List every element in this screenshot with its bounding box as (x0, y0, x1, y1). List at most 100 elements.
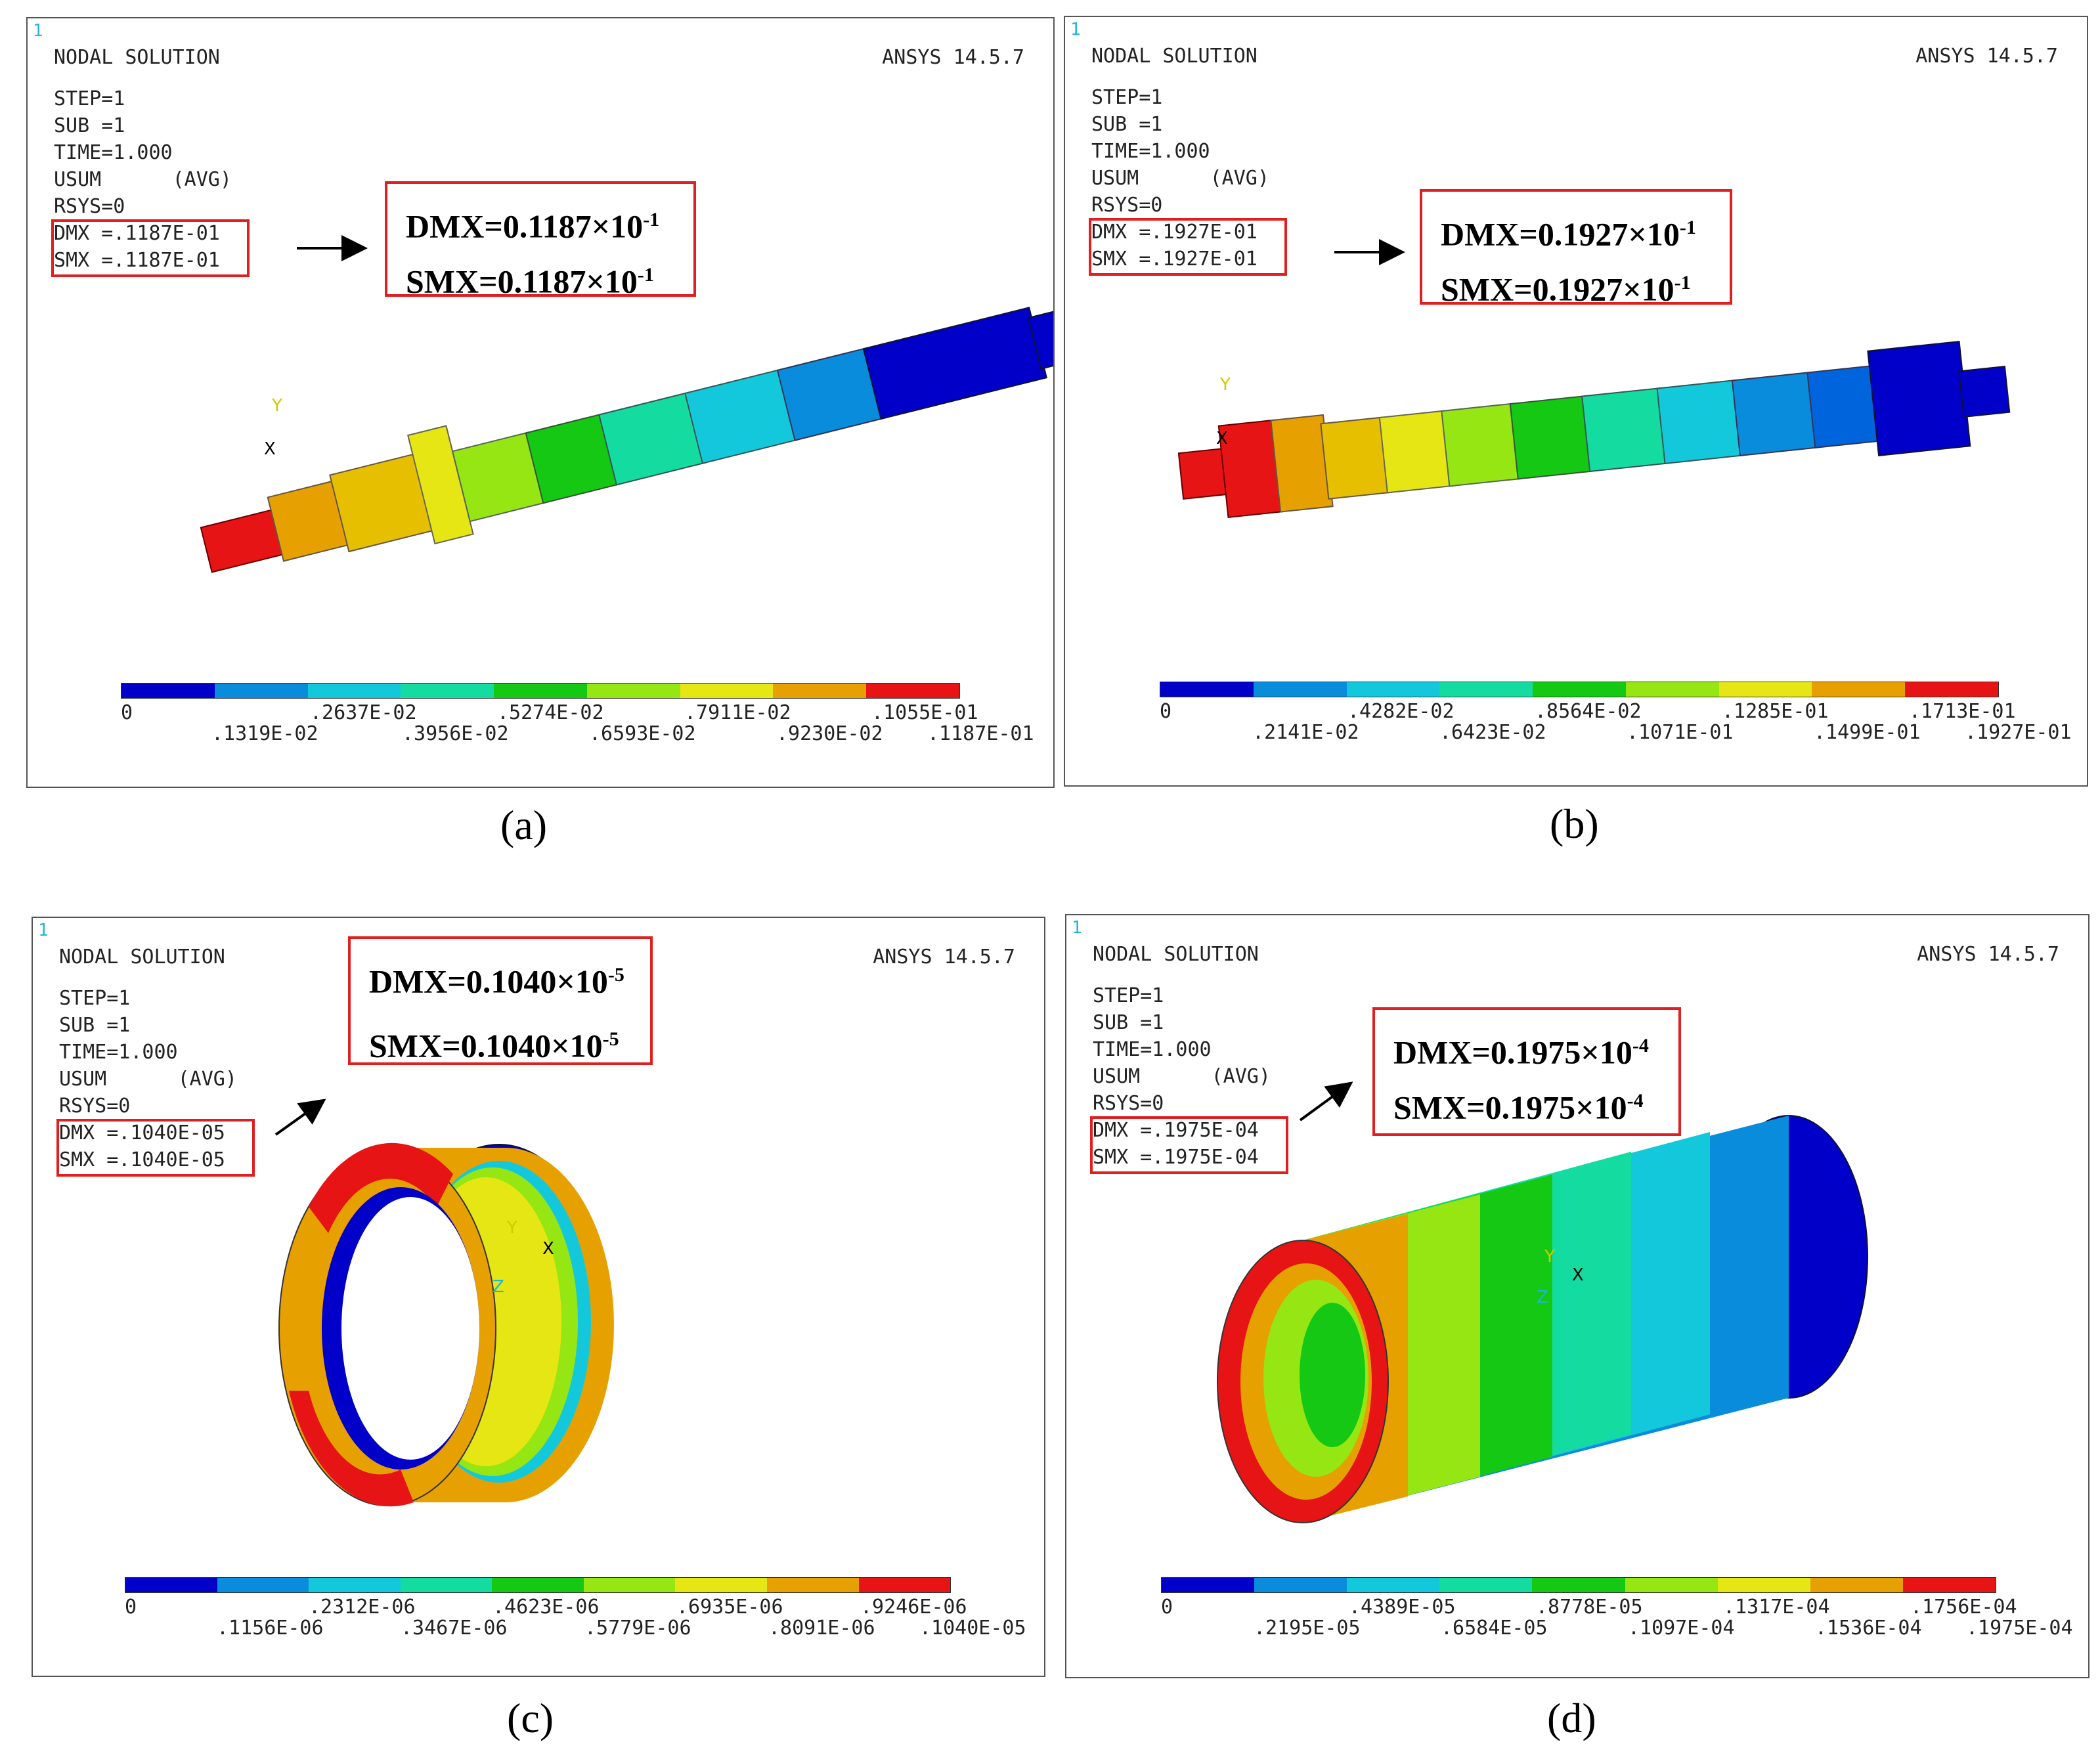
panel-label-c: (c) (507, 1695, 554, 1741)
panel-label-d: (d) (1547, 1695, 1596, 1741)
legend-tick: .9246E-06 (860, 1596, 967, 1619)
legend-tick: .6423E-02 (1439, 721, 1546, 744)
ansys-version: ANSYS 14.5.7 (1915, 45, 2058, 68)
color-legend-bar (1160, 682, 1999, 697)
legend-tick: .3467E-06 (401, 1617, 508, 1640)
legend-tick: .4389E-05 (1349, 1596, 1456, 1619)
info-dmx: DMX =.1187E-01 (54, 222, 220, 245)
plot-title: NODAL SOLUTION (59, 946, 225, 969)
dmx-smx-callout: DMX=0.1187×10-1 SMX=0.1187×10-1 (385, 181, 696, 299)
smx-callout-text: SMX=0.1975×10-4 (1393, 1089, 1644, 1126)
info-usum: USUM (AVG) (59, 1068, 237, 1091)
legend-tick: .1927E-01 (1965, 721, 2072, 744)
dmx-callout-text: DMX=0.1927×10-1 (1441, 215, 1696, 253)
legend-tick: .1071E-01 (1627, 721, 1734, 744)
info-sub: SUB =1 (54, 114, 125, 137)
info-sub: SUB =1 (1091, 113, 1163, 136)
color-legend-bar (121, 683, 960, 699)
legend-tick: .1756E-04 (1910, 1596, 2017, 1619)
color-legend-bar (1161, 1577, 1996, 1593)
info-block: STEP=1 SUB =1 TIME=1.000 USUM (AVG) RSYS… (1091, 84, 1269, 272)
smx-callout-text: SMX=0.1187×10-1 (406, 263, 654, 300)
legend-tick: .1317E-04 (1723, 1596, 1830, 1619)
legend-band-3 (307, 684, 401, 698)
info-smx: SMX =.1040E-05 (59, 1148, 225, 1171)
arrow-icon (1299, 1081, 1353, 1121)
panel-number: 1 (38, 921, 49, 940)
panel-d: 1 NODAL SOLUTION ANSYS 14.5.7 STEP=1 SUB… (1065, 914, 2089, 1678)
legend-band-8 (1810, 1578, 1903, 1592)
legend-tick: .1499E-01 (1814, 721, 1921, 744)
legend-tick: 0 (1160, 700, 1172, 723)
legend-band-2 (1254, 1578, 1347, 1592)
dmx-callout-text: DMX=0.1040×10-5 (369, 963, 624, 1000)
plot-title: NODAL SOLUTION (1093, 943, 1259, 966)
panel-label-b: (b) (1550, 800, 1599, 847)
legend-tick: .8564E-02 (1535, 700, 1642, 723)
info-sub: SUB =1 (59, 1014, 131, 1037)
info-dmx: DMX =.1975E-04 (1093, 1119, 1259, 1142)
legend-band-4 (401, 684, 494, 698)
legend-band-5 (494, 684, 587, 698)
color-legend-bar (125, 1577, 951, 1593)
legend-band-7 (1717, 1578, 1810, 1592)
info-step: STEP=1 (1093, 984, 1164, 1007)
legend-band-7 (675, 1578, 767, 1592)
triad-z-label: Z (1537, 1288, 1548, 1307)
legend-tick: .1187E-01 (927, 722, 1034, 745)
legend-band-8 (1812, 682, 1906, 697)
legend-tick: .5779E-06 (584, 1617, 691, 1640)
ring-model-c: Y X Z (274, 1099, 614, 1507)
legend-tick: 0 (121, 701, 133, 724)
shaft-body (200, 307, 1053, 573)
triad-x-label: X (542, 1239, 554, 1259)
legend-band-7 (680, 684, 774, 698)
info-block: STEP=1 SUB =1 TIME=1.000 USUM (AVG) RSYS… (1093, 982, 1271, 1171)
dmx-highlight-box (56, 1119, 255, 1177)
gear-shaft-body (1177, 340, 2011, 518)
info-time: TIME=1.000 (59, 1041, 178, 1064)
legend-tick: .3956E-02 (402, 722, 509, 745)
info-dmx: DMX =.1927E-01 (1091, 221, 1258, 244)
legend-band-9 (858, 1578, 951, 1592)
legend-tick: .6584E-05 (1441, 1617, 1548, 1640)
gear-shaft-model-b: Y X (1177, 239, 2011, 518)
legend-tick: .2637E-02 (310, 701, 417, 724)
legend-band-3 (1347, 1578, 1440, 1592)
info-smx: SMX =.1975E-04 (1093, 1146, 1259, 1169)
panel-number: 1 (1072, 918, 1082, 938)
triad-x-label: X (1216, 429, 1228, 448)
ansys-version: ANSYS 14.5.7 (873, 946, 1015, 969)
ring-body (278, 1143, 614, 1507)
smx-callout-text: SMX=0.1927×10-1 (1441, 271, 1691, 308)
dmx-highlight-box (1090, 1116, 1288, 1174)
legend-tick: .2312E-06 (309, 1596, 416, 1619)
info-usum: USUM (AVG) (54, 168, 232, 191)
legend-band-2 (214, 684, 308, 698)
dmx-highlight-box (51, 219, 250, 277)
triad-y-label: Y (1544, 1247, 1555, 1267)
dmx-smx-callout: DMX=0.1040×10-5 SMX=0.1040×10-5 (348, 936, 653, 1065)
legend-band-1 (1162, 1578, 1255, 1592)
legend-band-9 (1902, 1578, 1996, 1592)
legend-band-7 (1718, 682, 1812, 697)
sleeve-body (1217, 1115, 1868, 1523)
legend-band-2 (217, 1578, 309, 1592)
plot-title: NODAL SOLUTION (54, 46, 220, 69)
dmx-highlight-box (1089, 218, 1287, 276)
info-smx: SMX =.1927E-01 (1091, 248, 1258, 271)
info-time: TIME=1.000 (1093, 1038, 1212, 1061)
panel-a: 1 NODAL SOLUTION ANSYS 14.5.7 STEP=1 SUB… (26, 17, 1055, 788)
triad-z-label: Z (492, 1277, 504, 1297)
triad-y-label: Y (1219, 375, 1231, 395)
panel-c: 1 NODAL SOLUTION ANSYS 14.5.7 STEP=1 SUB… (32, 917, 1045, 1677)
legend-tick: .4282E-02 (1347, 700, 1455, 723)
legend-tick: .5274E-02 (497, 701, 604, 724)
legend-band-6 (1625, 1578, 1718, 1592)
info-rsys: RSYS=0 (1093, 1092, 1164, 1115)
sleeve-model-d: Y X Z (1217, 1081, 1868, 1523)
legend-tick: .1713E-01 (1909, 700, 2016, 723)
legend-tick: 0 (1161, 1596, 1173, 1619)
dmx-callout-text: DMX=0.1187×10-1 (406, 207, 660, 245)
panel-number: 1 (33, 21, 43, 41)
